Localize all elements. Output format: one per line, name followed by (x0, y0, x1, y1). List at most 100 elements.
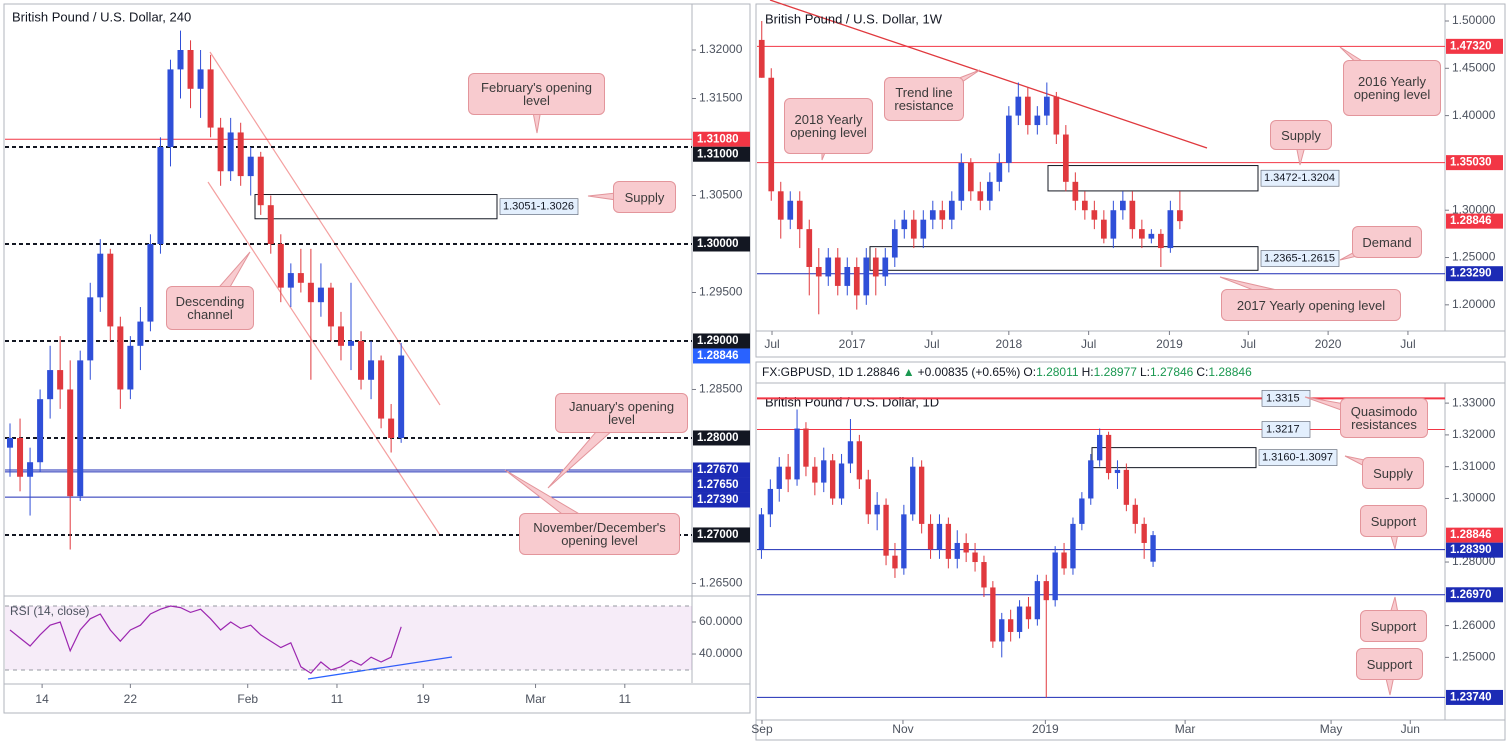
candle-body (939, 210, 946, 220)
candle-body (1120, 200, 1126, 211)
price-tag-label: 1.47320 (1450, 40, 1492, 52)
candle-body (872, 257, 879, 277)
candle-body (1088, 460, 1094, 499)
ohlc-label: L: (1139, 365, 1150, 379)
candle-body (117, 326, 124, 390)
rsi-line (9, 605, 402, 674)
candle-body (990, 587, 996, 642)
price-tag-label: 1.31000 (697, 148, 739, 160)
candle-body (1072, 181, 1079, 201)
price-tag-label: 1.27670 (697, 464, 739, 476)
panel-frame (755, 361, 1506, 741)
price-tag-label: 1.28846 (697, 350, 739, 362)
candle-body (1034, 581, 1041, 620)
callout: February's opening level (468, 73, 605, 115)
candle-body (347, 340, 355, 346)
candle-body (847, 441, 854, 464)
level-label: 1.3315 (1266, 392, 1300, 404)
price-tag (693, 236, 750, 252)
candle-body (1007, 619, 1014, 632)
zone-label: 1.3472-1.3204 (1264, 172, 1335, 184)
zone (1047, 165, 1259, 192)
candle-body (1101, 219, 1107, 239)
level-label: 1.3217 (1266, 423, 1300, 435)
price-tag (693, 492, 750, 508)
candle-body (838, 463, 845, 499)
ohlc-label: H: (1081, 365, 1094, 379)
price-tag-label: 1.28000 (697, 432, 739, 444)
candle-body (892, 555, 898, 569)
candle-body (981, 562, 987, 588)
candle-body (910, 466, 916, 515)
candle-body (197, 69, 204, 89)
rsi-band (5, 606, 692, 671)
y-tick-label: 1.33000 (1452, 395, 1496, 409)
candle-body (358, 340, 365, 380)
plot-area (757, 397, 1445, 698)
candle-body (297, 273, 304, 283)
candle-body (863, 257, 870, 296)
price-tag-label: 1.31080 (697, 133, 739, 145)
price-tag-label: 1.28846 (1450, 215, 1492, 227)
x-tick-label: 11 (331, 692, 344, 706)
chart-title: British Pound / U.S. Dollar, 1W (765, 11, 943, 26)
plot-area (757, 20, 1445, 315)
callout: Support (1360, 610, 1427, 642)
x-tick-label: 19 (417, 692, 431, 706)
y-tick-label: 1.50000 (1452, 13, 1496, 27)
price-tag (1446, 155, 1503, 171)
candle-body (929, 210, 936, 220)
candle-body (127, 345, 134, 390)
y-tick-label: 1.28500 (699, 382, 743, 396)
ohlc-value: 1.28846 (1208, 365, 1252, 379)
y-tick-label: 1.28000 (1452, 554, 1496, 568)
candle-body (157, 146, 164, 244)
candle-body (378, 360, 385, 419)
trend-line (769, 0, 1208, 149)
candle-body (1043, 581, 1049, 601)
zone-label-box (1260, 169, 1340, 187)
candle-body (1052, 552, 1058, 601)
callout: Support (1360, 505, 1427, 537)
candle-body (368, 360, 375, 380)
zone-label: 1.2365-1.2615 (1264, 252, 1335, 264)
y-tick-label: 1.26500 (699, 576, 743, 590)
callout: Trend line resistance (884, 77, 964, 121)
ohlc-label: C: (1196, 365, 1209, 379)
y-tick-label: 1.45000 (1452, 60, 1496, 74)
y-tick-label: 1.31500 (699, 91, 743, 105)
rsi-y-tick-label: 60.0000 (699, 614, 743, 628)
zone (254, 194, 498, 220)
candle-body (901, 514, 907, 569)
zone-label-box (499, 198, 579, 215)
change: +0.00835 (+0.65%) (917, 365, 1021, 379)
y-tick-label: 1.29500 (699, 285, 743, 299)
callout: Supply (1270, 120, 1332, 150)
y-tick-label: 1.30500 (699, 188, 743, 202)
candle-body (1139, 229, 1145, 239)
candle-body (812, 466, 818, 483)
candle-body (307, 282, 314, 303)
candle-body (958, 162, 965, 201)
price-tag-label: 1.26970 (1450, 589, 1492, 601)
candle-body (1110, 210, 1117, 239)
price-tag-label: 1.28846 (1450, 529, 1492, 541)
candle-body (107, 253, 114, 327)
candle-body (986, 181, 993, 201)
candle-body (996, 162, 1003, 182)
price-tag-label: 1.29000 (697, 335, 739, 347)
channel-line (209, 51, 441, 406)
x-tick-label: 2020 (1315, 337, 1342, 351)
x-tick-label: Jul (1241, 337, 1256, 351)
candle-body (918, 466, 925, 524)
candle-body (821, 460, 827, 483)
candle-body (910, 219, 917, 239)
callout: 2018 Yearly opening level (784, 98, 873, 154)
zone-label: 1.3160-1.3097 (1262, 452, 1333, 464)
x-tick-label: Mar (1175, 722, 1196, 736)
candle-body (1105, 434, 1112, 474)
candle-body (287, 273, 294, 288)
price-tag (1446, 213, 1503, 229)
rsi-title: RSI (14, close) (10, 604, 89, 618)
y-tick-label: 1.30000 (1452, 202, 1496, 216)
